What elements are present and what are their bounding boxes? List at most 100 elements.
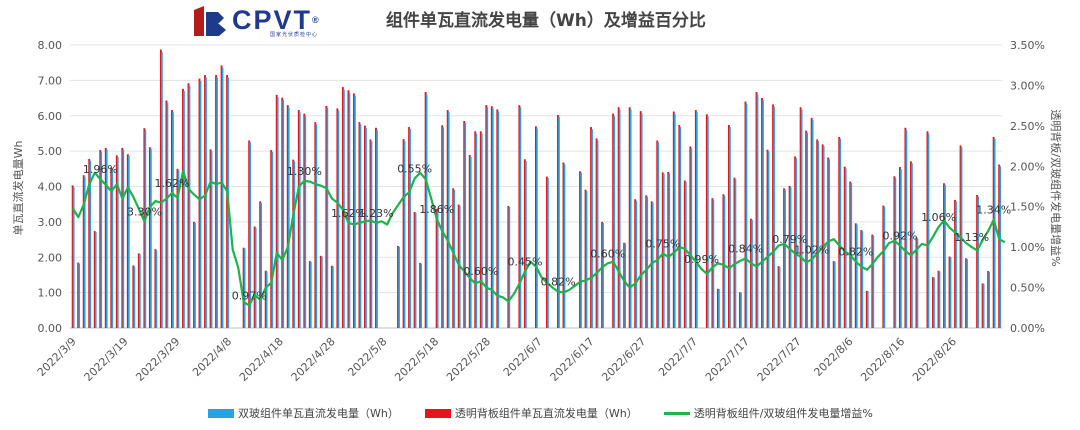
bar-transparent [854,223,857,328]
bar-bifacial [376,129,378,328]
bar-transparent [104,147,107,328]
bar-bifacial [536,128,538,328]
bar-bifacial [72,187,75,328]
gain-data-label: 0.82% [541,276,576,289]
bar-bifacial [442,127,445,328]
bar-transparent [518,105,521,328]
line-series [71,170,1006,307]
y2-tick-label: 1.00% [1010,241,1045,254]
data-labels: 3.30%1.96%1.62%0.97%1.30%1.62%1.23%0.55%… [83,162,1011,302]
bar-bifacial [993,138,996,328]
bar-bifacial [105,149,108,328]
bar-transparent [485,105,488,328]
bar-transparent [314,122,317,329]
bar-transparent [99,150,102,328]
y2-tick-label: 3.50% [1010,39,1045,52]
bar-transparent [215,75,217,328]
bar-transparent [336,108,339,328]
bar-transparent [788,185,791,328]
bar-bifacial [773,106,775,329]
bar-bifacial [254,227,257,328]
bar-transparent [126,154,129,328]
bar-transparent [496,109,499,328]
bar-bifacial [949,257,952,328]
bar-transparent [783,188,786,328]
bar-bifacial [161,52,163,328]
bar-bifacial [486,107,489,328]
bar-bifacial [558,117,560,328]
x-tick-label: 2022/5/8 [345,335,389,379]
bar-bifacial [348,92,351,328]
bar-transparent [871,234,874,328]
x-tick-label: 2022/7/17 [703,335,752,384]
bar-transparent [325,105,328,328]
bar-bifacial [464,123,467,329]
bar-bifacial [309,261,312,328]
bar-bifacial [287,107,290,328]
bar-bifacial [690,148,693,328]
gain-data-label: 0.55% [397,162,432,175]
legend: 双玻组件单瓦直流发电量（Wh） 透明背板组件单瓦直流发电量（Wh） 透明背板组件… [208,405,899,421]
bar-bifacial [718,289,720,328]
bar-transparent [479,131,482,328]
bar-bifacial [712,199,715,328]
x-tick-label: 2022/4/28 [289,335,338,384]
bar-transparent [727,124,730,328]
bar-bifacial [453,189,456,328]
bar-bifacial [315,124,318,329]
bar-bifacial [547,178,549,328]
x-axis-ticks: 2022/3/9 2022/3/19 2022/3/29 2022/4/8 2022/4… [35,335,959,384]
bar-transparent [523,159,526,328]
bar-transparent [154,249,157,328]
bar-bifacial [78,263,81,328]
gain-data-label: 0.79% [772,233,807,246]
bar-bifacial [613,115,615,328]
bar-transparent [601,221,604,328]
bar-transparent [639,111,642,329]
bar-transparent [915,237,918,328]
legend-label-bifacial: 双玻组件单瓦直流发电量（Wh） [238,407,399,420]
bar-bifacial [927,133,930,328]
bar-transparent [93,231,96,328]
bar-bifacial [861,231,864,328]
bar-transparent [678,124,681,328]
bar-transparent [182,88,184,329]
bar-transparent [645,195,648,328]
bar-transparent [981,283,984,328]
x-tick-label: 2022/4/18 [237,335,286,384]
legend-swatch-transparent [424,408,451,418]
bar-transparent [435,208,438,328]
bar-bifacial [398,246,400,328]
logo-subtitle: 国家光伏质检中心 [270,32,319,38]
bar-bifacial [563,164,566,328]
bar-bifacial [133,266,136,328]
bar-transparent [397,245,399,328]
bar-bifacial [966,259,968,328]
bar-bifacial [646,196,649,328]
bar-transparent [612,113,615,328]
bar-bifacial [177,170,180,328]
y-axis-label: 单瓦直流发电量Wh [11,141,25,236]
bar-transparent [893,176,896,328]
bar-transparent [705,114,708,329]
bar-bifacial [591,129,593,328]
bar-transparent [562,162,565,328]
bar-bifacial [89,160,92,328]
bar-transparent [259,201,262,328]
bar-bifacial [354,95,356,328]
chart-title: 组件单瓦直流发电量（Wh）及增益百分比 [386,11,706,31]
bar-transparent [683,180,686,328]
bar-transparent [369,139,372,328]
bar-bifacial [977,196,979,328]
bar-transparent [452,188,455,328]
bar-transparent [253,226,256,328]
bar-transparent [121,147,124,328]
bar-bifacial [337,110,340,328]
x-tick-label: 2022/6/7 [501,335,545,379]
bar-transparent [832,261,835,328]
bar-transparent [904,127,907,328]
bar-bifacial [183,90,185,328]
bar-bifacial [111,169,114,328]
bar-bifacial [784,189,786,328]
bar-bifacial [844,168,847,328]
